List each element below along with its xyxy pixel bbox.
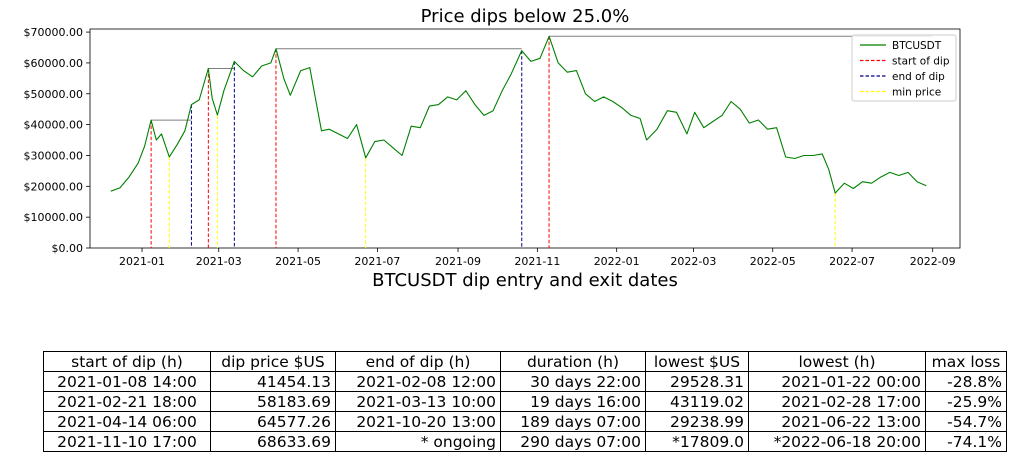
header-lowest-time: lowest (h)	[748, 351, 926, 372]
x-tick-label: 2021-07	[354, 255, 400, 268]
cell-end-of-dip: 2021-10-20 13:00	[335, 411, 501, 432]
x-tick-label: 2022-05	[750, 255, 796, 268]
x-tick-label: 2021-01	[119, 255, 165, 268]
x-tick-label: 2021-09	[435, 255, 481, 268]
cell-lowest-time: 2021-06-22 13:00	[748, 411, 926, 432]
series-line-btcusdt	[110, 35, 927, 194]
cell-end-of-dip: * ongoing	[335, 431, 501, 452]
y-tick-label: $60000.00	[24, 57, 84, 70]
legend-box	[851, 34, 957, 102]
cell-end-of-dip: 2021-02-08 12:00	[335, 371, 501, 392]
header-dip-price: dip price $US	[210, 351, 336, 372]
x-tick-label: 2022-07	[829, 255, 875, 268]
header-start-of-dip: start of dip (h)	[43, 351, 211, 372]
y-tick-label: $20000.00	[24, 180, 84, 193]
cell-dip-price: 68633.69	[210, 431, 336, 452]
x-tick-label: 2022-03	[670, 255, 716, 268]
x-axis-label: BTCUSDT dip entry and exit dates	[372, 270, 678, 291]
y-tick-label: $50000.00	[24, 88, 84, 101]
cell-dip-price: 58183.69	[210, 391, 336, 412]
table-header-row: start of dip (h) dip price $US end of di…	[43, 351, 1007, 372]
cell-duration: 189 days 07:00	[500, 411, 646, 432]
cell-max-loss: -28.8%	[925, 371, 1007, 392]
header-lowest-price: lowest $US	[645, 351, 749, 372]
legend-label: min price	[892, 87, 941, 99]
x-tick-label: 2021-03	[196, 255, 242, 268]
plot-frame	[89, 28, 961, 249]
cell-start-of-dip: 2021-01-08 14:00	[43, 371, 211, 392]
table-row: 2021-01-08 14:00 41454.13 2021-02-08 12:…	[43, 371, 1007, 392]
cell-lowest-time: 2021-01-22 00:00	[748, 371, 926, 392]
table-row: 2021-11-10 17:00 68633.69 * ongoing 290 …	[43, 431, 1007, 452]
x-tick-label: 2021-11	[514, 255, 560, 268]
price-chart: $0.00 $10000.00 $20000.00 $30000.00 $40000.0…	[24, 26, 961, 268]
cell-start-of-dip: 2021-02-21 18:00	[43, 391, 211, 412]
cell-duration: 19 days 16:00	[500, 391, 646, 412]
cell-duration: 30 days 22:00	[500, 371, 646, 392]
y-tick-label: $10000.00	[24, 211, 84, 224]
x-tick-label: 2022-09	[910, 255, 956, 268]
cell-end-of-dip: 2021-03-13 10:00	[335, 391, 501, 412]
cell-lowest-price: 29528.31	[645, 371, 749, 392]
cell-dip-price: 41454.13	[210, 371, 336, 392]
chart-title: Price dips below 25.0%	[420, 6, 630, 27]
dips-table: start of dip (h) dip price $US end of di…	[43, 351, 1007, 452]
x-tick-label: 2022-01	[594, 255, 640, 268]
cell-lowest-time: 2021-02-28 17:00	[748, 391, 926, 412]
cell-max-loss: -74.1%	[925, 431, 1007, 452]
y-tick-label: $40000.00	[24, 119, 84, 132]
legend-label: start of dip	[892, 56, 950, 68]
cell-lowest-price: *17809.0	[645, 431, 749, 452]
table-row: 2021-04-14 06:00 64577.26 2021-10-20 13:…	[43, 411, 1007, 432]
cell-lowest-price: 29238.99	[645, 411, 749, 432]
header-max-loss: max loss	[925, 351, 1007, 372]
table-row: 2021-02-21 18:00 58183.69 2021-03-13 10:…	[43, 391, 1007, 412]
x-tick-label: 2021-05	[275, 255, 321, 268]
y-tick-label: $30000.00	[24, 149, 84, 162]
cell-max-loss: -54.7%	[925, 411, 1007, 432]
legend-label: BTCUSDT	[892, 40, 942, 52]
cell-max-loss: -25.9%	[925, 391, 1007, 412]
header-end-of-dip: end of dip (h)	[335, 351, 501, 372]
cell-start-of-dip: 2021-04-14 06:00	[43, 411, 211, 432]
cell-dip-price: 64577.26	[210, 411, 336, 432]
cell-start-of-dip: 2021-11-10 17:00	[43, 431, 211, 452]
header-duration: duration (h)	[500, 351, 646, 372]
cell-lowest-price: 43119.02	[645, 391, 749, 412]
legend-label: end of dip	[892, 71, 945, 83]
y-tick-label: $70000.00	[24, 26, 84, 39]
cell-lowest-time: *2022-06-18 20:00	[748, 431, 926, 452]
y-tick-label: $0.00	[52, 242, 84, 255]
cell-duration: 290 days 07:00	[500, 431, 646, 452]
